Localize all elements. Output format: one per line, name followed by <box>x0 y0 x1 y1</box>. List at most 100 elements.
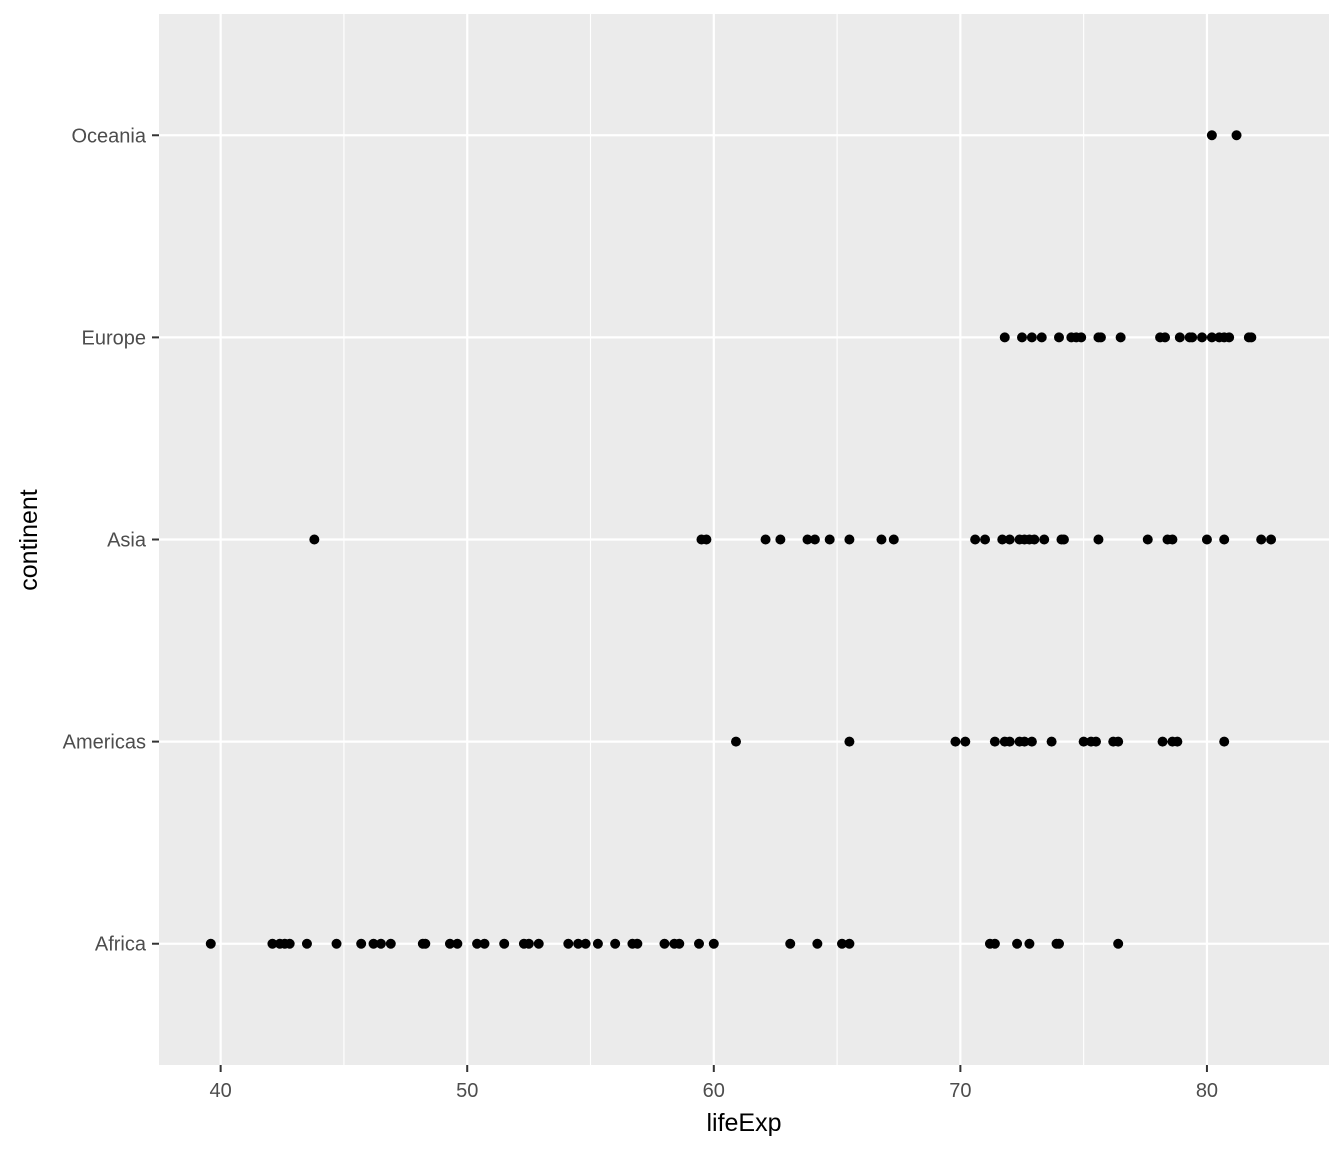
data-point-americas <box>1046 736 1057 747</box>
data-point-africa <box>368 938 379 949</box>
data-point-asia <box>1142 534 1153 545</box>
data-point-africa <box>452 938 463 949</box>
data-point-europe <box>1160 332 1171 343</box>
data-point-africa <box>375 938 386 949</box>
data-point-asia <box>876 534 887 545</box>
data-point-asia <box>701 534 712 545</box>
y-tick-label-africa: Africa <box>95 934 147 956</box>
x-tick-label: 70 <box>949 1080 971 1102</box>
x-axis-title: lifeExp <box>706 1109 781 1137</box>
data-point-asia <box>1039 534 1050 545</box>
data-point-africa <box>523 938 534 949</box>
y-axis-title: continent <box>15 489 43 591</box>
data-point-asia <box>1219 534 1230 545</box>
data-points <box>205 130 1277 949</box>
data-point-africa <box>1024 938 1035 949</box>
data-point-asia <box>760 534 771 545</box>
data-point-asia <box>824 534 835 545</box>
data-point-africa <box>580 938 591 949</box>
data-point-americas <box>1157 736 1168 747</box>
data-point-americas <box>1004 736 1015 747</box>
data-point-africa <box>284 938 295 949</box>
data-point-africa <box>301 938 312 949</box>
data-point-europe <box>1246 332 1257 343</box>
data-point-africa <box>1113 938 1124 949</box>
data-point-europe <box>999 332 1010 343</box>
data-point-africa <box>674 938 685 949</box>
y-tick-label-asia: Asia <box>107 530 147 552</box>
data-point-americas <box>844 736 855 747</box>
data-point-africa <box>844 938 855 949</box>
data-point-asia <box>1058 534 1069 545</box>
data-point-europe <box>1076 332 1087 343</box>
data-point-europe <box>1115 332 1126 343</box>
x-tick-label: 40 <box>210 1080 232 1102</box>
data-point-americas <box>1019 736 1030 747</box>
data-point-americas <box>950 736 961 747</box>
data-point-europe <box>1054 332 1064 343</box>
data-point-americas <box>730 736 741 747</box>
y-tick-label-oceania: Oceania <box>72 125 147 147</box>
data-point-africa <box>479 938 490 949</box>
x-tick-label: 50 <box>456 1080 478 1102</box>
data-point-asia <box>309 534 320 545</box>
data-point-asia <box>802 534 813 545</box>
data-point-oceania <box>1231 130 1242 141</box>
x-tick-label: 80 <box>1196 1080 1218 1102</box>
data-point-africa <box>812 938 823 949</box>
data-point-africa <box>205 938 216 949</box>
data-point-asia <box>1201 534 1212 545</box>
data-point-africa <box>563 938 574 949</box>
data-point-asia <box>775 534 786 545</box>
data-point-africa <box>592 938 603 949</box>
data-point-europe <box>1095 332 1106 343</box>
data-point-europe <box>1017 332 1028 343</box>
data-point-americas <box>1113 736 1124 747</box>
data-point-oceania <box>1206 130 1217 141</box>
data-point-asia <box>997 534 1008 545</box>
data-point-africa <box>694 938 704 949</box>
data-point-asia <box>980 534 991 545</box>
data-point-africa <box>573 938 584 949</box>
data-point-americas <box>1172 736 1183 747</box>
data-point-asia <box>888 534 899 545</box>
data-point-africa <box>659 938 670 949</box>
data-point-europe <box>1036 332 1047 343</box>
data-point-africa <box>444 938 455 949</box>
data-point-europe <box>1187 332 1198 343</box>
data-point-europe <box>1026 332 1037 343</box>
data-point-africa <box>420 938 431 949</box>
data-point-africa <box>632 938 643 949</box>
data-point-americas <box>1026 736 1037 747</box>
y-tick-label-americas: Americas <box>63 732 146 754</box>
y-axis: Africa Americas Asia Europe Oceania <box>63 125 159 956</box>
data-point-americas <box>1090 736 1101 747</box>
data-point-africa <box>1054 938 1064 949</box>
x-tick-label: 60 <box>703 1080 725 1102</box>
data-point-europe <box>1224 332 1235 343</box>
data-point-asia <box>1004 534 1015 545</box>
data-point-americas <box>1219 736 1230 747</box>
data-point-africa <box>1012 938 1023 949</box>
data-point-europe <box>1174 332 1185 343</box>
data-point-asia <box>1256 534 1267 545</box>
data-point-africa <box>385 938 396 949</box>
data-point-europe <box>1206 332 1217 343</box>
x-axis: 40 50 60 70 80 <box>210 1065 1218 1102</box>
data-point-africa <box>533 938 544 949</box>
data-point-africa <box>837 938 848 949</box>
data-point-asia <box>1266 534 1277 545</box>
data-point-asia <box>1093 534 1104 545</box>
data-point-europe <box>1197 332 1208 343</box>
major-gridlines <box>159 14 1329 1065</box>
data-point-africa <box>499 938 510 949</box>
data-point-africa <box>785 938 796 949</box>
data-point-americas <box>989 736 1000 747</box>
data-point-asia <box>809 534 820 545</box>
data-point-africa <box>989 938 1000 949</box>
y-tick-label-europe: Europe <box>82 327 147 349</box>
data-point-americas <box>1078 736 1089 747</box>
data-point-africa <box>610 938 621 949</box>
data-point-asia <box>844 534 855 545</box>
